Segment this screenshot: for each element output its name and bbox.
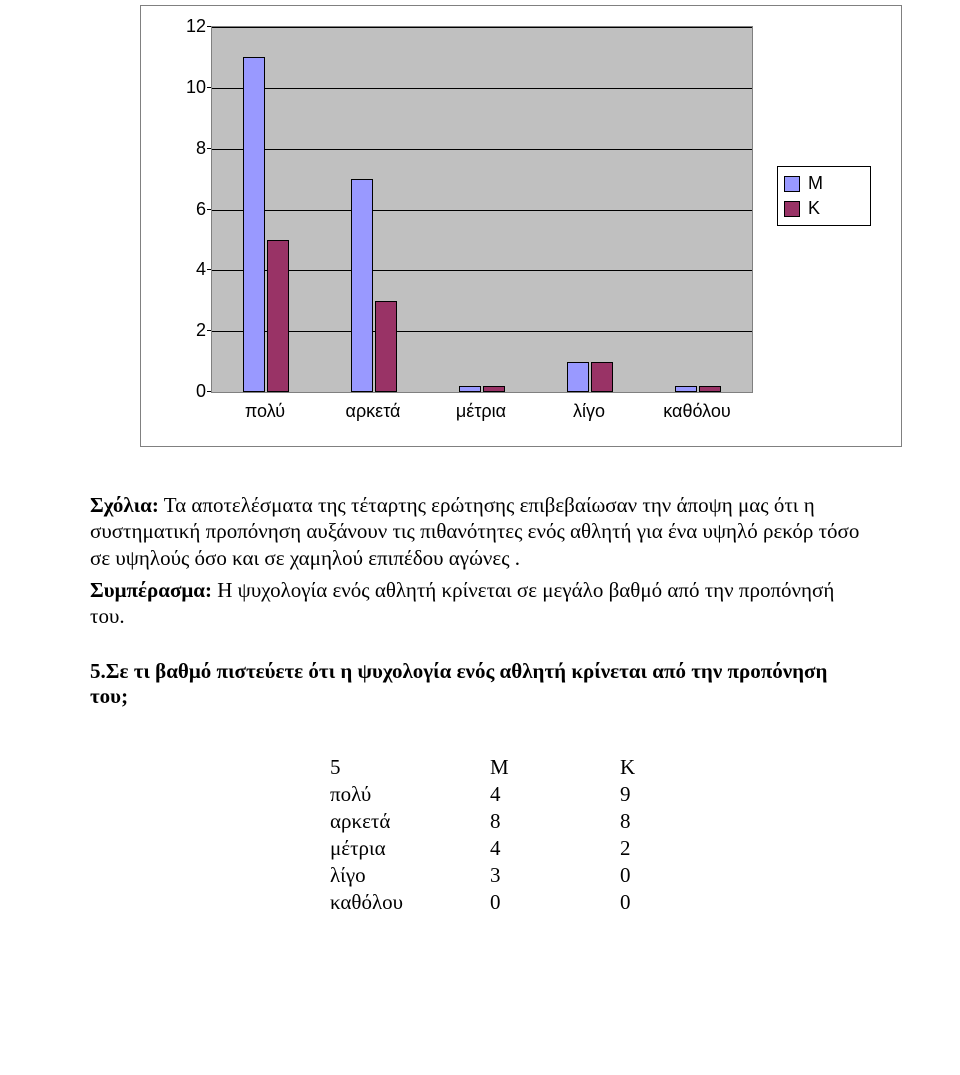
table-header-row: 5 Μ Κ xyxy=(330,754,680,781)
legend-item: Μ xyxy=(784,171,864,196)
table-cell-m: 4 xyxy=(490,781,620,808)
legend-item: Κ xyxy=(784,196,864,221)
comments-block: Σχόλια: Τα αποτελέσματα της τέταρτης ερώ… xyxy=(90,492,870,629)
table-cell-k: 0 xyxy=(620,862,680,889)
y-tick-label: 12 xyxy=(181,16,206,37)
y-tick-label: 10 xyxy=(181,77,206,98)
table-cell-label: λίγο xyxy=(330,862,490,889)
legend-label: Κ xyxy=(808,198,820,219)
table-cell-label: καθόλου xyxy=(330,889,490,916)
question-heading: 5.Σε τι βαθμό πιστεύετε ότι η ψυχολογία … xyxy=(90,659,870,709)
table-cell-m: 4 xyxy=(490,835,620,862)
table-cell-label: πολύ xyxy=(330,781,490,808)
bar xyxy=(267,240,289,392)
y-tick xyxy=(207,148,211,149)
table-row: μέτρια42 xyxy=(330,835,680,862)
table-cell-m: 0 xyxy=(490,889,620,916)
page: ΜΚ 024681012πολύαρκετάμέτριαλίγοκαθόλου … xyxy=(0,5,960,916)
table-cell-k: 2 xyxy=(620,835,680,862)
legend: ΜΚ xyxy=(777,166,871,226)
conclusion-paragraph: Συμπέρασμα: Η ψυχολογία ενός αθλητή κρίν… xyxy=(90,577,870,630)
table-header-k: Κ xyxy=(620,754,680,781)
gridline xyxy=(212,331,752,332)
table-cell-label: αρκετά xyxy=(330,808,490,835)
legend-label: Μ xyxy=(808,173,823,194)
gridline xyxy=(212,210,752,211)
gridline xyxy=(212,270,752,271)
x-category-label: λίγο xyxy=(535,401,643,422)
bar xyxy=(351,179,373,392)
y-tick xyxy=(207,209,211,210)
y-tick-label: 2 xyxy=(181,320,206,341)
bar xyxy=(459,386,481,392)
table-header-qnum: 5 xyxy=(330,754,490,781)
y-tick-label: 0 xyxy=(181,381,206,402)
y-tick xyxy=(207,26,211,27)
gridline xyxy=(212,149,752,150)
y-tick-label: 8 xyxy=(181,138,206,159)
x-category-label: μέτρια xyxy=(427,401,535,422)
table-row: καθόλου00 xyxy=(330,889,680,916)
y-tick xyxy=(207,269,211,270)
comments-paragraph: Σχόλια: Τα αποτελέσματα της τέταρτης ερώ… xyxy=(90,492,870,571)
table-row: πολύ49 xyxy=(330,781,680,808)
chart-inner: ΜΚ 0 2 4 6 8 10 12 πολύαρκετάμέτριαλίγοκαθόλου xyxy=(151,16,891,436)
bar xyxy=(567,362,589,392)
table-row: αρκετά88 xyxy=(330,808,680,835)
data-table: 5 Μ Κ πολύ49αρκετά88μέτρια42λίγο30καθόλο… xyxy=(330,754,680,916)
gridline xyxy=(212,27,752,28)
x-category-label: πολύ xyxy=(211,401,319,422)
table-cell-label: μέτρια xyxy=(330,835,490,862)
comments-body: Τα αποτελέσματα της τέταρτης ερώτησης επ… xyxy=(90,493,859,570)
plot-area xyxy=(211,26,753,393)
bar xyxy=(675,386,697,392)
gridline xyxy=(212,88,752,89)
table-header-m: Μ xyxy=(490,754,620,781)
table-row: λίγο30 xyxy=(330,862,680,889)
table-cell-k: 9 xyxy=(620,781,680,808)
y-tick-label: 4 xyxy=(181,259,206,280)
bar-chart: ΜΚ 0 2 4 6 8 10 12 πολύαρκετάμέτριαλίγοκαθόλου xyxy=(140,5,902,447)
bar xyxy=(483,386,505,392)
bar xyxy=(375,301,397,392)
y-tick xyxy=(207,87,211,88)
legend-swatch xyxy=(784,176,800,192)
x-category-label: αρκετά xyxy=(319,401,427,422)
x-category-label: καθόλου xyxy=(643,401,751,422)
bar xyxy=(699,386,721,392)
y-tick-label: 6 xyxy=(181,199,206,220)
conclusion-label: Συμπέρασμα: xyxy=(90,578,212,602)
y-tick xyxy=(207,330,211,331)
table-cell-m: 8 xyxy=(490,808,620,835)
bar xyxy=(591,362,613,392)
bar xyxy=(243,57,265,392)
table-cell-k: 0 xyxy=(620,889,680,916)
comments-label: Σχόλια: xyxy=(90,493,159,517)
y-tick xyxy=(207,391,211,392)
table-cell-m: 3 xyxy=(490,862,620,889)
table-cell-k: 8 xyxy=(620,808,680,835)
legend-swatch xyxy=(784,201,800,217)
